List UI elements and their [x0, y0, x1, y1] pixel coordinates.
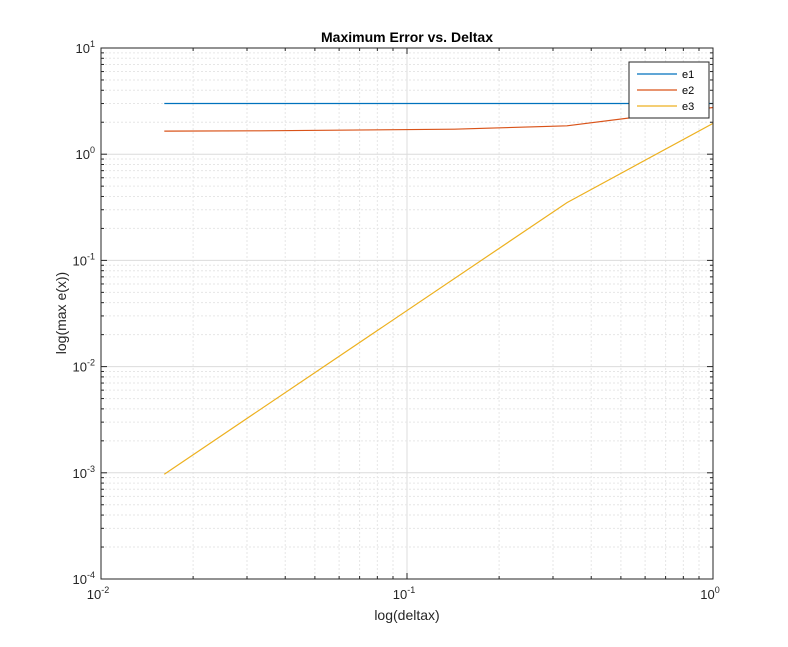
legend: e1 e2 e3	[628, 61, 710, 119]
y-tick-label: 100	[76, 145, 95, 162]
x-axis-label: log(deltax)	[374, 607, 439, 623]
y-tick-label: 10-2	[73, 358, 95, 375]
y-tick-label: 10-4	[73, 570, 95, 587]
chart-title: Maximum Error vs. Deltax	[321, 29, 493, 45]
legend-label-e1: e1	[682, 69, 694, 81]
series-layer	[163, 102, 714, 475]
x-tick-label: 100	[700, 585, 719, 602]
y-tick-label: 101	[76, 39, 95, 56]
y-tick-label: 10-3	[73, 464, 95, 481]
plot-area: 10-2 10-1 100 10-4 10-3 10-2 10-1 100 101	[73, 39, 720, 602]
legend-label-e3: e3	[682, 101, 694, 113]
legend-label-e2: e2	[682, 85, 694, 97]
y-tick-label: 10-1	[73, 251, 95, 268]
ticks: 10-2 10-1 100 10-4 10-3 10-2 10-1 100 101	[73, 39, 720, 602]
x-tick-label: 10-2	[87, 585, 109, 602]
series-line-e2	[164, 106, 714, 132]
y-axis-label: log(max e(x))	[53, 272, 69, 354]
grid	[100, 48, 713, 580]
x-tick-label: 10-1	[393, 585, 415, 602]
legend-items: e1 e2 e3	[637, 69, 694, 113]
series-line-e3	[163, 122, 714, 475]
